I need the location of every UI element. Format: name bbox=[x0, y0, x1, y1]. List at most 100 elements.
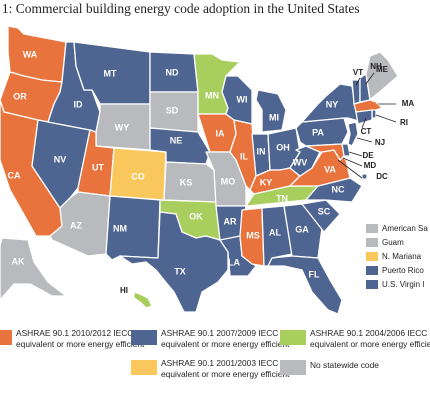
label-id: ID bbox=[74, 99, 84, 109]
legend-item-no-code: No statewide code bbox=[280, 358, 379, 375]
label-sd: SD bbox=[166, 105, 179, 115]
label-nc: NC bbox=[332, 184, 345, 194]
legend-item-2010-2012: ASHRAE 90.1 2010/2012 IECC equivalent or … bbox=[0, 328, 144, 350]
label-pa: PA bbox=[312, 127, 324, 137]
legend-label: ASHRAE 90.1 2001/2003 IECC bbox=[161, 358, 279, 368]
label-mt: MT bbox=[104, 68, 117, 78]
label-ny: NY bbox=[326, 99, 339, 109]
state-fl[interactable] bbox=[267, 255, 343, 315]
leader-nh bbox=[365, 72, 375, 85]
label-va: VA bbox=[324, 164, 336, 174]
label-ak: AK bbox=[12, 256, 25, 266]
label-tn: TN bbox=[276, 193, 288, 203]
territory-american-samoa: American Sa bbox=[366, 222, 430, 236]
label-dc: DC bbox=[376, 172, 388, 181]
leader-dc bbox=[337, 159, 363, 179]
legend-swatch bbox=[280, 360, 306, 375]
label-ms: MS bbox=[246, 230, 260, 240]
state-tx[interactable] bbox=[119, 211, 229, 313]
label-la: LA bbox=[228, 257, 240, 267]
label-nm: NM bbox=[113, 223, 127, 233]
state-me[interactable] bbox=[365, 51, 399, 101]
state-sc[interactable] bbox=[301, 199, 341, 233]
state-ak[interactable] bbox=[0, 237, 67, 301]
label-hi: HI bbox=[120, 286, 128, 295]
label-or: OR bbox=[13, 91, 27, 101]
legend-item-2004-2006: ASHRAE 90.1 2004/2006 IECC equivalent or … bbox=[280, 328, 430, 350]
us-map: WA OR CA NV ID MT WY UT AZ CO NM ND SD N… bbox=[0, 25, 415, 315]
territory-swatch bbox=[366, 265, 378, 275]
legend-swatch bbox=[131, 330, 157, 345]
legend-swatch bbox=[0, 330, 12, 345]
label-nv: NV bbox=[54, 154, 67, 164]
legend-sublabel: equivalent or more energy efficient bbox=[16, 339, 145, 349]
state-vt[interactable] bbox=[351, 79, 361, 105]
state-dc[interactable] bbox=[361, 173, 368, 180]
label-de: DE bbox=[362, 151, 374, 160]
label-wv: WV bbox=[293, 157, 308, 167]
leader-nj bbox=[356, 137, 373, 143]
state-md[interactable] bbox=[305, 143, 345, 161]
territory-puerto-rico: Puerto Rico bbox=[366, 263, 430, 277]
label-ks: KS bbox=[180, 177, 193, 187]
state-ct[interactable] bbox=[355, 109, 373, 125]
territory-swatch bbox=[366, 279, 378, 289]
legend-label: No statewide code bbox=[310, 360, 379, 370]
label-ct: CT bbox=[361, 127, 372, 136]
legend-item-2007-2009: ASHRAE 90.1 2007/2009 IECC equivalent or … bbox=[131, 328, 289, 350]
code-legend: ASHRAE 90.1 2010/2012 IECC equivalent or … bbox=[0, 328, 430, 400]
label-co: CO bbox=[131, 171, 145, 181]
label-ar: AR bbox=[224, 216, 237, 226]
label-ia: IA bbox=[216, 128, 226, 138]
label-in: IN bbox=[257, 146, 266, 156]
label-mi: MI bbox=[269, 112, 279, 122]
territory-us-virgin-islands: U.S. Virgin I bbox=[366, 277, 430, 291]
label-me: ME bbox=[376, 65, 389, 74]
territory-legend: American Sa Guam N. Mariana Puerto Rico … bbox=[366, 222, 430, 291]
label-fl: FL bbox=[309, 269, 320, 279]
legend-swatch bbox=[131, 360, 157, 375]
legend-sublabel: equivalent or more energy efficient bbox=[161, 339, 290, 349]
label-nj: NJ bbox=[375, 138, 385, 147]
label-ut: UT bbox=[92, 162, 104, 172]
label-ok: OK bbox=[189, 211, 203, 221]
label-nd: ND bbox=[166, 67, 179, 77]
label-ma: MA bbox=[402, 99, 415, 108]
label-md: MD bbox=[364, 161, 377, 170]
label-ky: KY bbox=[260, 177, 273, 187]
leader-ri bbox=[375, 114, 397, 123]
legend-sublabel: equivalent or more energy efficient bbox=[161, 369, 290, 379]
label-wa: WA bbox=[23, 49, 38, 59]
legend-sublabel: equivalent or more energy efficient bbox=[310, 339, 430, 349]
legend-label: ASHRAE 90.1 2004/2006 IECC bbox=[310, 328, 428, 338]
label-mn: MN bbox=[205, 90, 219, 100]
label-wy: WY bbox=[115, 122, 130, 132]
territory-guam: Guam bbox=[366, 236, 430, 250]
label-wi: WI bbox=[237, 94, 248, 104]
state-nj[interactable] bbox=[347, 121, 359, 147]
label-ca: CA bbox=[8, 170, 21, 180]
legend-item-2001-2003: ASHRAE 90.1 2001/2003 IECC equivalent or … bbox=[131, 358, 289, 380]
label-ne: NE bbox=[170, 135, 183, 145]
label-az: AZ bbox=[70, 220, 82, 230]
label-il: IL bbox=[240, 151, 249, 161]
leader-md bbox=[342, 157, 363, 167]
territory-swatch bbox=[366, 224, 378, 234]
state-mi[interactable] bbox=[255, 89, 287, 133]
label-ri: RI bbox=[400, 118, 408, 127]
leader-ct bbox=[361, 117, 367, 129]
territory-n-mariana: N. Mariana bbox=[366, 250, 430, 264]
territory-swatch bbox=[366, 238, 378, 248]
leader-de bbox=[348, 151, 363, 157]
label-al: AL bbox=[269, 227, 281, 237]
state-hi[interactable] bbox=[133, 291, 153, 309]
territory-swatch bbox=[366, 251, 378, 261]
figure-title: re 1: Commercial building energy code ad… bbox=[0, 1, 360, 16]
label-vt: VT bbox=[353, 68, 363, 77]
label-ga: GA bbox=[295, 224, 309, 234]
legend-label: ASHRAE 90.1 2007/2009 IECC bbox=[161, 328, 279, 338]
label-nh: NH bbox=[370, 62, 382, 71]
label-oh: OH bbox=[276, 142, 290, 152]
label-tx: TX bbox=[174, 266, 186, 276]
label-mo: MO bbox=[221, 176, 236, 186]
